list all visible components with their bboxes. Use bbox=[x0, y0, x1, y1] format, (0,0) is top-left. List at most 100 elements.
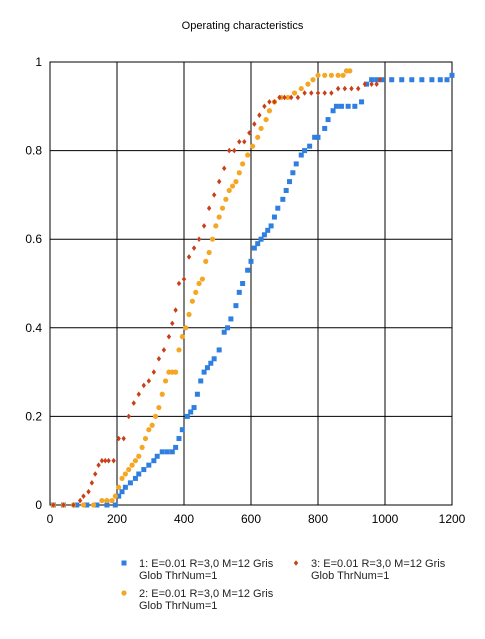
legend-label-2-cont: Glob ThrNum=1 bbox=[139, 600, 217, 612]
series-3-point bbox=[141, 382, 146, 389]
series-1-point bbox=[258, 236, 264, 242]
series-3-point bbox=[136, 391, 141, 398]
series-1-point bbox=[293, 161, 299, 167]
series-3-point bbox=[176, 280, 182, 287]
series-1-point bbox=[116, 493, 122, 499]
series-2-point bbox=[240, 161, 246, 167]
series-3-point bbox=[356, 85, 361, 92]
x-tick-label: 1200 bbox=[439, 512, 466, 526]
series-2-point bbox=[206, 249, 212, 256]
series-1-point bbox=[245, 267, 251, 273]
series-3-point bbox=[211, 192, 217, 198]
series-2-point bbox=[209, 236, 216, 242]
legend-swatch-3 bbox=[293, 560, 299, 566]
series-2-point bbox=[149, 422, 155, 428]
series-3-point bbox=[191, 245, 197, 251]
series-1-point bbox=[84, 502, 90, 508]
series-3-point bbox=[126, 413, 131, 420]
series-1-point bbox=[429, 77, 435, 83]
series-1-point bbox=[169, 449, 175, 455]
series-3-point bbox=[116, 435, 121, 442]
series-3-point bbox=[61, 502, 66, 508]
series-3-point bbox=[166, 333, 172, 340]
series-1-point bbox=[261, 232, 267, 238]
series-1-point bbox=[201, 369, 207, 375]
series-3-point bbox=[247, 130, 252, 136]
series-1-point bbox=[280, 196, 286, 202]
series-1-point bbox=[127, 480, 133, 486]
series-3-point bbox=[277, 94, 282, 101]
series-3-point bbox=[96, 462, 101, 468]
series-2-point bbox=[298, 85, 304, 92]
series-1-point bbox=[141, 467, 147, 473]
series-2-point bbox=[162, 378, 169, 384]
series-1-point bbox=[225, 325, 231, 331]
series-3-point bbox=[146, 378, 152, 384]
series-1-point bbox=[271, 214, 277, 220]
series-1-point bbox=[444, 77, 450, 83]
y-tick-label: 0.6 bbox=[25, 232, 42, 246]
series-1-point bbox=[132, 475, 138, 481]
series-1-point bbox=[240, 281, 246, 286]
series-1-point bbox=[333, 103, 339, 109]
series-2-point bbox=[236, 170, 242, 176]
series-2-point bbox=[305, 81, 311, 87]
series-1-point bbox=[204, 365, 210, 371]
series-2-point bbox=[119, 475, 125, 482]
series-3-point bbox=[272, 99, 277, 105]
series-1-point bbox=[94, 502, 100, 508]
series-3-point bbox=[103, 457, 108, 464]
series-3-point bbox=[282, 94, 287, 101]
series-1-point bbox=[173, 444, 179, 450]
series-2-point bbox=[291, 90, 298, 96]
series-1-point bbox=[176, 436, 182, 442]
series-3-point bbox=[267, 99, 272, 105]
series-2-point bbox=[99, 497, 105, 504]
series-1-point bbox=[419, 77, 425, 83]
series-2-point bbox=[285, 94, 291, 101]
series-2-point bbox=[315, 72, 321, 78]
series-3-point bbox=[237, 138, 242, 145]
series-1-point bbox=[449, 72, 455, 78]
series-3-point bbox=[374, 81, 379, 87]
series-1-point bbox=[389, 77, 395, 83]
series-2-point bbox=[258, 125, 264, 132]
series-3-point bbox=[329, 90, 334, 96]
series-1-point bbox=[275, 205, 281, 211]
series-3-point bbox=[369, 81, 374, 87]
series-1-point bbox=[338, 103, 344, 109]
series-1-point bbox=[208, 360, 214, 366]
series-1-point bbox=[352, 103, 358, 109]
series-3-point bbox=[349, 85, 354, 92]
series-1-point bbox=[159, 449, 165, 455]
series-1-point bbox=[211, 356, 217, 362]
series-3-point bbox=[216, 178, 222, 185]
series-1-point bbox=[216, 347, 222, 353]
series-1-point bbox=[151, 458, 157, 464]
series-2-point bbox=[183, 325, 189, 331]
series-2-point bbox=[266, 108, 273, 114]
series-3-point bbox=[170, 320, 175, 327]
series-1-point bbox=[369, 77, 375, 83]
series-2-point bbox=[199, 276, 206, 282]
series-3-point bbox=[242, 138, 247, 145]
x-tick-label: 600 bbox=[241, 512, 261, 526]
series-3-point bbox=[156, 356, 162, 362]
series-1-point bbox=[283, 187, 289, 193]
series-2-point bbox=[176, 347, 182, 353]
series-3-point bbox=[161, 347, 167, 353]
series-3-point bbox=[222, 165, 227, 172]
series-2-point bbox=[116, 484, 122, 490]
series-1-point bbox=[74, 502, 80, 508]
series-1-point bbox=[409, 77, 415, 83]
series-3-point bbox=[335, 85, 341, 92]
series-1-point bbox=[184, 413, 190, 419]
series-3-point bbox=[71, 502, 76, 508]
legend-label-1: 1: E=0.01 R=3,0 M=12 Gris bbox=[139, 558, 274, 570]
series-2-point bbox=[90, 502, 97, 508]
x-tick-label: 1000 bbox=[372, 512, 399, 526]
series-2-point bbox=[156, 404, 162, 411]
series-2-point bbox=[340, 72, 346, 78]
legend-label-3-cont: Glob ThrNum=1 bbox=[311, 570, 389, 582]
